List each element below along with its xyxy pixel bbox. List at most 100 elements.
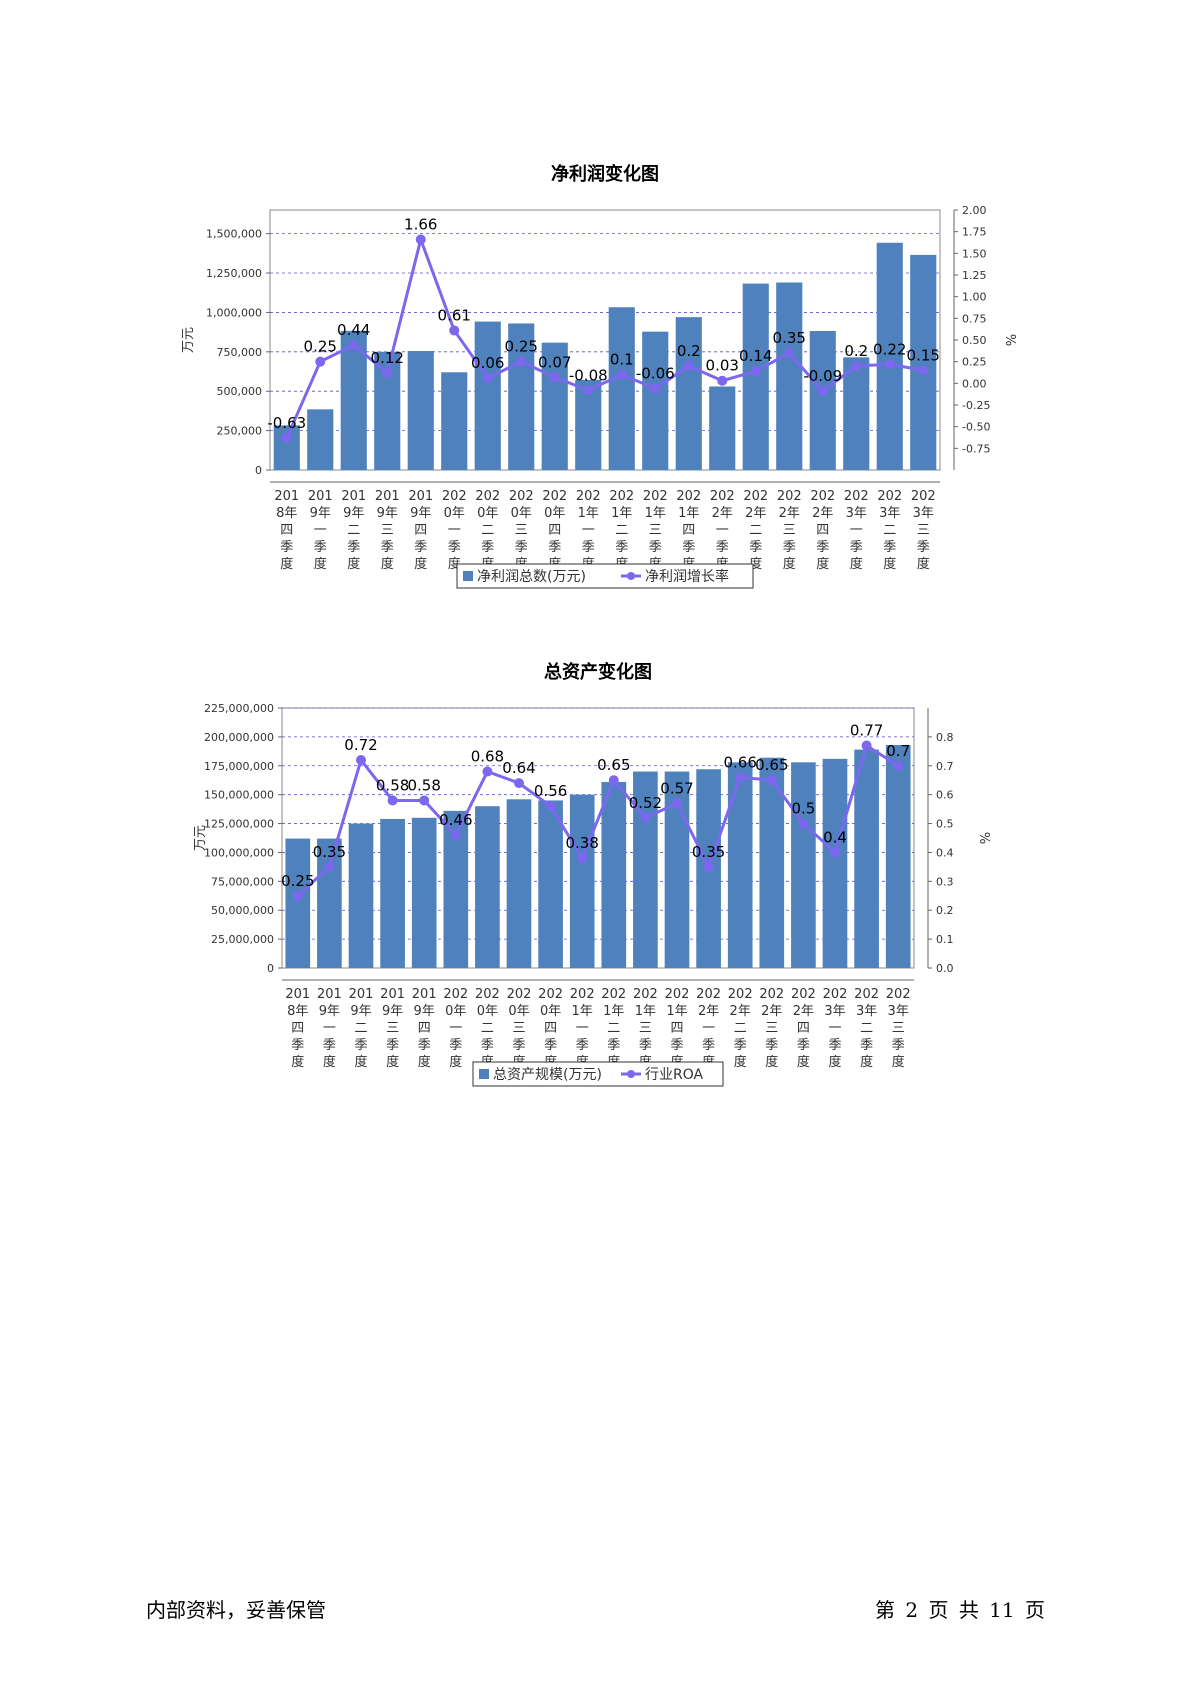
series-point bbox=[577, 853, 588, 864]
bar bbox=[441, 372, 468, 470]
data-label: 0.22 bbox=[873, 340, 906, 358]
series-point bbox=[315, 356, 326, 367]
series-point bbox=[608, 775, 619, 786]
y-tick-label: 1,000,000 bbox=[206, 306, 262, 319]
bar bbox=[541, 342, 568, 470]
series-point bbox=[703, 861, 714, 872]
bar bbox=[791, 762, 816, 968]
bar bbox=[742, 283, 769, 470]
y-tick-label: 0 bbox=[267, 962, 274, 975]
y-tick-label: 175,000,000 bbox=[204, 760, 274, 773]
series-point bbox=[884, 359, 895, 370]
bar bbox=[642, 331, 669, 470]
bar bbox=[273, 425, 300, 470]
y2-axis-label: % bbox=[1002, 334, 1017, 346]
y2-tick-label: 0.0 bbox=[936, 962, 954, 975]
data-label: 0.68 bbox=[471, 748, 504, 766]
data-label: 0.61 bbox=[438, 306, 471, 324]
legend-box bbox=[456, 563, 754, 589]
series-point bbox=[419, 795, 430, 806]
bar bbox=[910, 254, 937, 470]
x-tick-label: 2021年一季度 bbox=[570, 987, 595, 1070]
chart-title: 净利润变化图 bbox=[551, 163, 659, 185]
data-label: 0.7 bbox=[886, 742, 910, 760]
y-tick-label: 1,500,000 bbox=[206, 228, 262, 241]
y2-tick-label: 0.5 bbox=[936, 818, 954, 831]
series-line bbox=[296, 743, 900, 897]
series-point bbox=[292, 890, 303, 901]
bar bbox=[317, 838, 342, 968]
x-tick-label: 202 3年三季度 bbox=[911, 489, 936, 572]
plot-area bbox=[281, 707, 915, 969]
x-tick-label: 2020年二季度 bbox=[475, 987, 500, 1070]
y-tick-label: 750,000 bbox=[217, 346, 263, 359]
y2-tick-label: 1.00 bbox=[962, 291, 987, 304]
data-label: 0.07 bbox=[538, 353, 571, 371]
data-label: 0.46 bbox=[439, 811, 472, 829]
bar bbox=[411, 817, 437, 968]
x-tick-label: 2021年三季度 bbox=[633, 987, 658, 1070]
x-tick-label: 201 9年二季度 bbox=[341, 489, 366, 572]
x-tick-label: 201 9年二季度 bbox=[349, 987, 374, 1070]
bar bbox=[407, 351, 434, 470]
bar bbox=[474, 321, 501, 470]
legend-line-label: 净利润增长率 bbox=[645, 568, 729, 585]
footer-confidential-note: 内部资料，妥善保管 bbox=[146, 1598, 326, 1622]
y-tick-label: 200,000,000 bbox=[204, 731, 274, 744]
bar bbox=[285, 838, 311, 968]
x-tick-label: 202 2年二季度 bbox=[728, 987, 753, 1070]
legend-bar-label: 净利润总数(万元) bbox=[477, 569, 586, 585]
y2-tick-label: -0.75 bbox=[962, 442, 990, 455]
y2-tick-label: 0.4 bbox=[936, 846, 954, 859]
bar bbox=[822, 758, 848, 968]
bar bbox=[569, 794, 595, 968]
x-tick-label: 201 8年四季度 bbox=[285, 987, 310, 1070]
series-point bbox=[583, 385, 594, 396]
bar bbox=[809, 331, 836, 470]
y2-tick-label: 0.50 bbox=[962, 334, 987, 347]
series-point bbox=[324, 861, 335, 872]
x-tick-label: 201 9年三季度 bbox=[375, 489, 400, 572]
y2-tick-label: 0.8 bbox=[936, 731, 954, 744]
bar bbox=[508, 323, 535, 470]
x-tick-label: 2022年一季度 bbox=[696, 987, 721, 1070]
y-tick-label: 100,000,000 bbox=[204, 846, 274, 859]
y2-tick-label: 0.25 bbox=[962, 356, 987, 369]
series-point bbox=[784, 348, 795, 358]
data-label: 0.25 bbox=[505, 338, 538, 356]
total-assets-chart: 总资产变化图 0 25,000,000 50,000,000 75,000,000 100… bbox=[0, 658, 1191, 1118]
x-tick-label: 202 3年三季度 bbox=[886, 987, 911, 1070]
bar bbox=[709, 386, 736, 470]
x-tick-label: 202 2年二季度 bbox=[743, 489, 768, 572]
data-label: 0.72 bbox=[344, 736, 377, 754]
series-point bbox=[861, 740, 872, 751]
series-point bbox=[514, 778, 524, 789]
bar bbox=[380, 818, 405, 968]
series-line bbox=[285, 234, 924, 439]
x-tick-label: 2020年三季度 bbox=[509, 489, 534, 572]
y2-tick-label: -0.25 bbox=[962, 399, 990, 412]
x-tick-label: 202 2年三季度 bbox=[759, 987, 784, 1070]
x-tick-label: 2021年一季度 bbox=[576, 489, 601, 572]
x-tick-label: 202 3年一季度 bbox=[823, 987, 848, 1070]
series-point bbox=[672, 798, 682, 809]
bar bbox=[843, 357, 870, 470]
bar bbox=[538, 800, 563, 968]
y-tick-label: 225,000,000 bbox=[204, 702, 274, 715]
series-point bbox=[717, 375, 728, 386]
data-label: 1.66 bbox=[404, 215, 437, 233]
series-point bbox=[650, 383, 661, 394]
series-point bbox=[798, 818, 809, 829]
y-tick-label: 125,000,000 bbox=[204, 818, 274, 831]
series-point bbox=[766, 775, 777, 786]
data-label: 0.66 bbox=[723, 753, 756, 771]
legend-bar-swatch bbox=[463, 571, 473, 581]
y2-tick-label: 0.1 bbox=[936, 933, 954, 946]
series-point bbox=[450, 830, 461, 841]
series-point bbox=[281, 432, 292, 443]
x-tick-label: 201 9年四季度 bbox=[412, 987, 437, 1070]
series-point bbox=[817, 386, 828, 397]
series-point bbox=[851, 361, 862, 371]
bar bbox=[506, 799, 532, 968]
series-point bbox=[516, 356, 527, 367]
